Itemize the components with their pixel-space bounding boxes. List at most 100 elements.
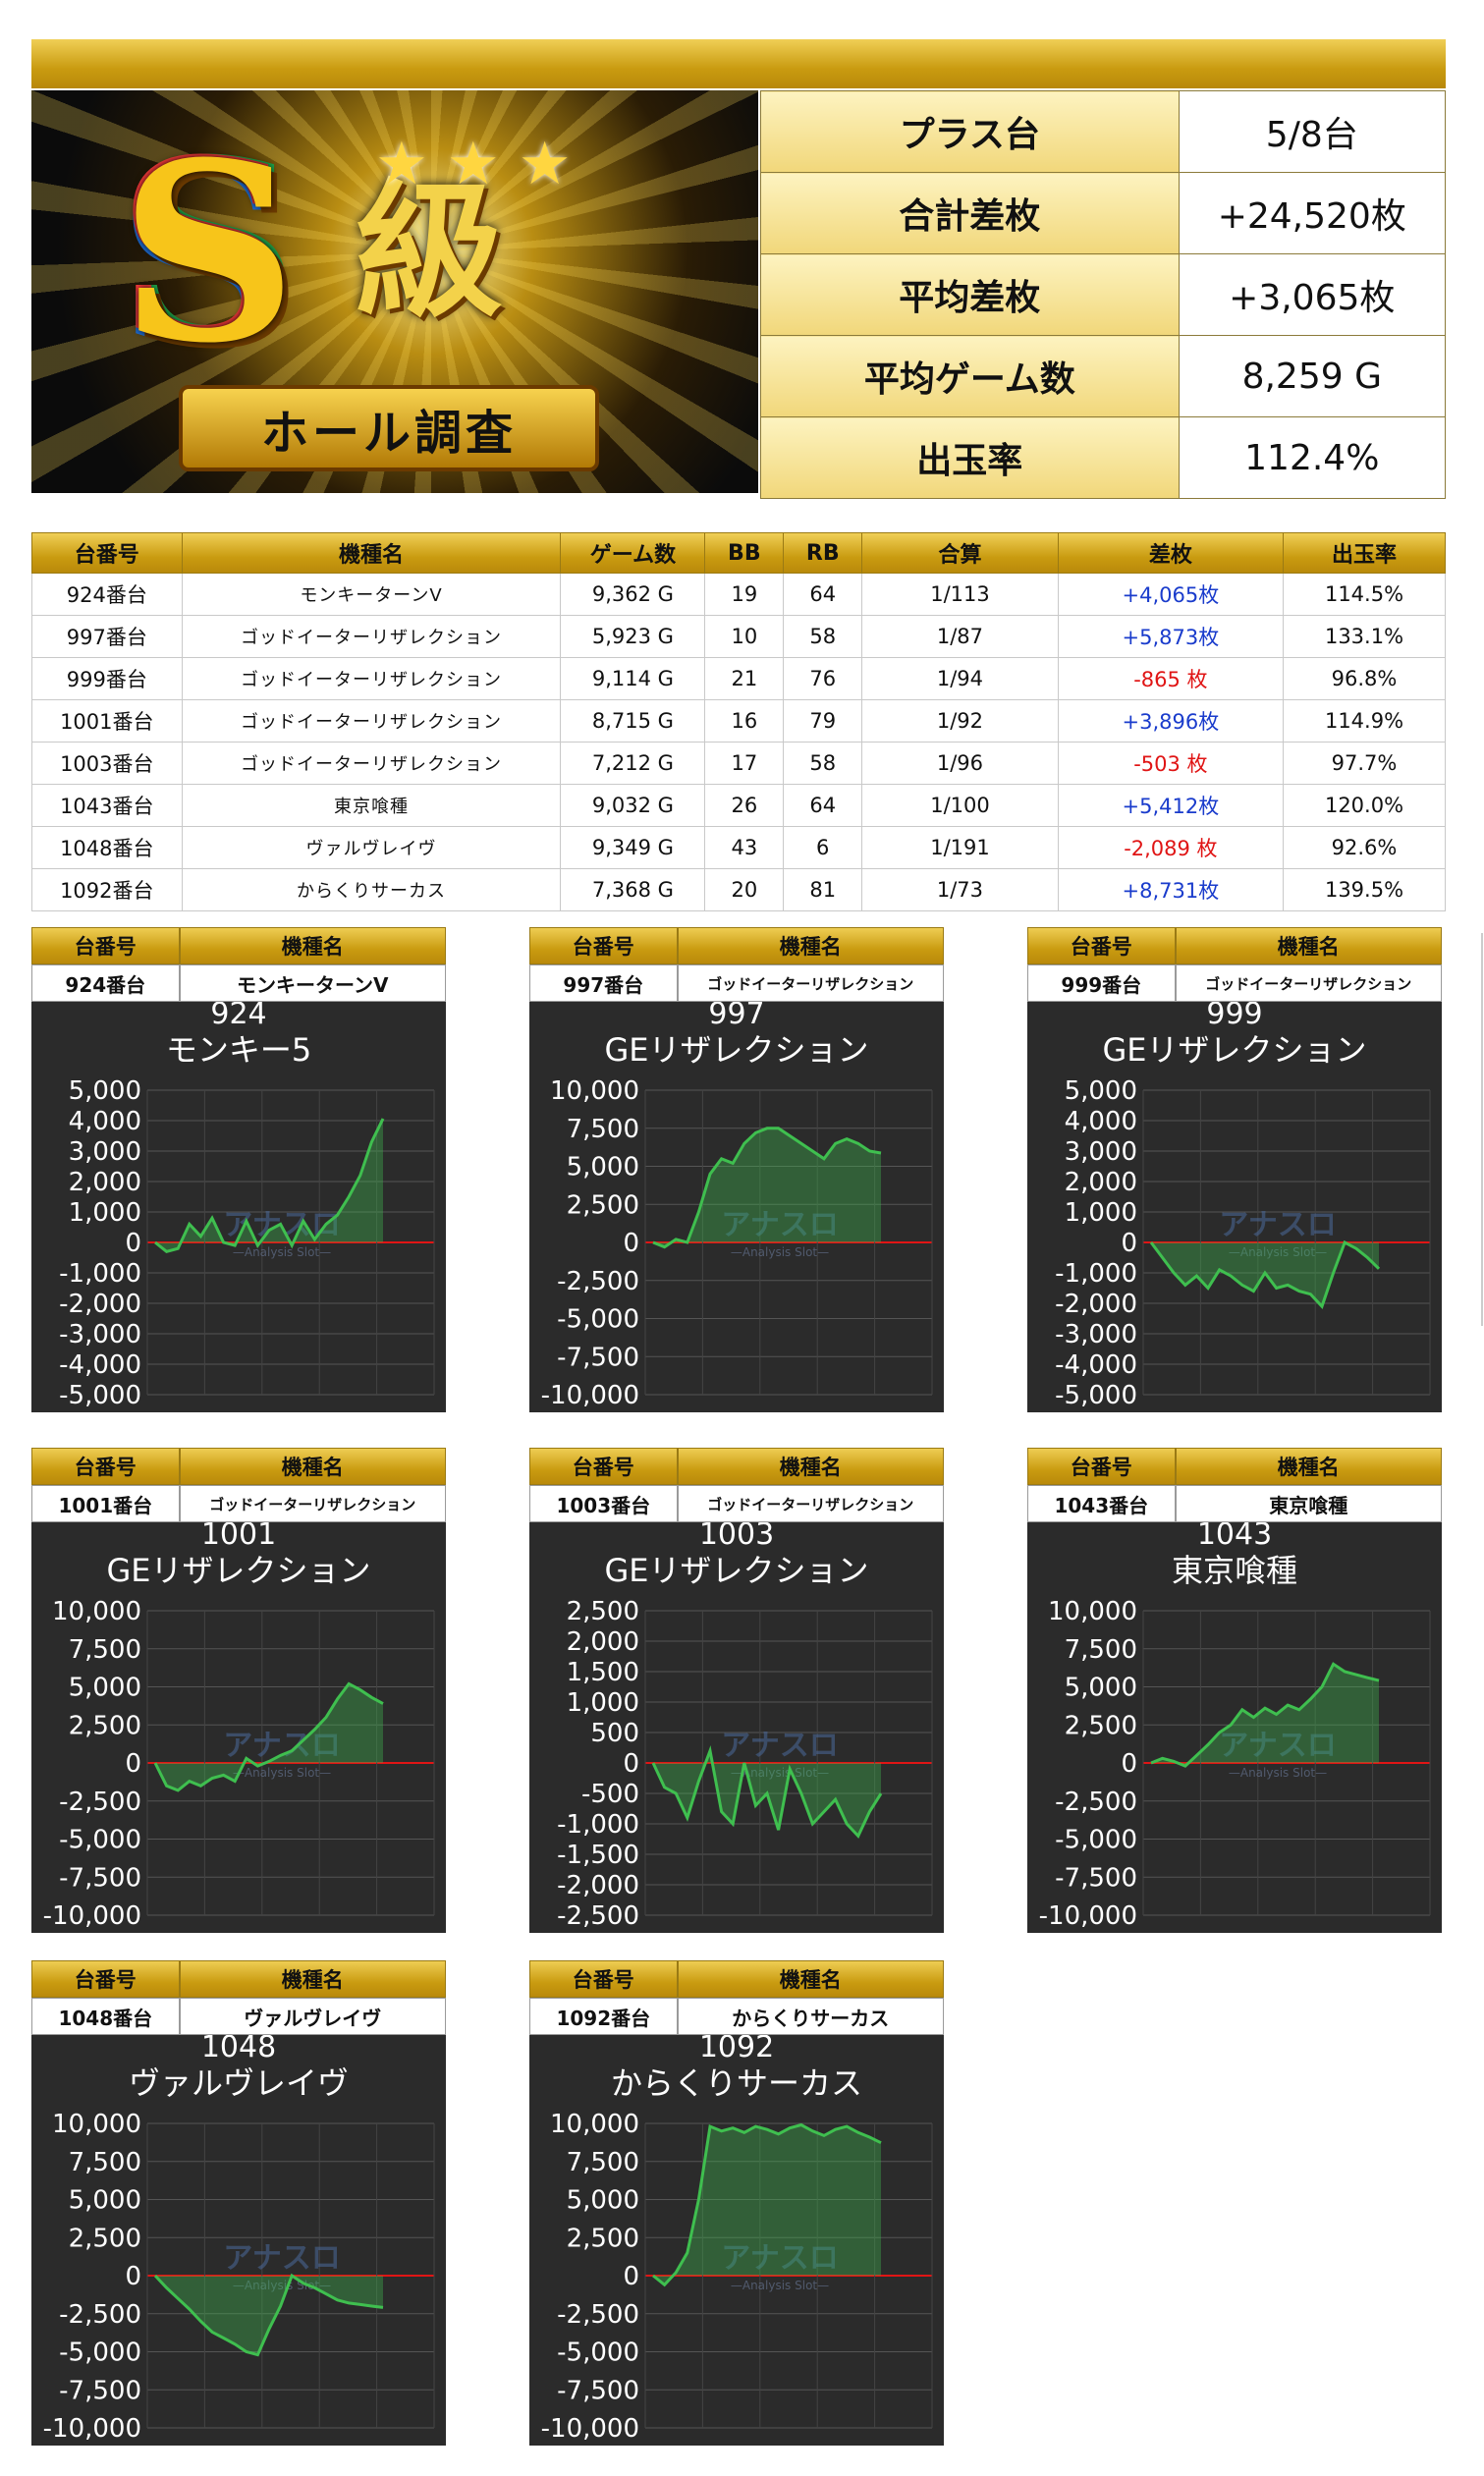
graph-title-machine: GEリザレクション (604, 1552, 868, 1589)
card-header-no: 台番号 (1027, 927, 1176, 964)
y-tick-label: -2,500 (59, 2300, 141, 2330)
y-tick-label: 5,000 (1065, 1674, 1137, 1703)
y-tick-label: -5,000 (1055, 1381, 1137, 1410)
y-tick-label: 0 (125, 2262, 141, 2291)
graph-title-machine: GEリザレクション (1102, 1031, 1366, 1069)
card-machine-name: ゴッドイーターリザレクション (677, 1485, 944, 1522)
cell-games: 8,715 G (560, 699, 706, 743)
summary-label: 出玉率 (760, 416, 1180, 499)
y-tick-label: 3,000 (69, 1137, 141, 1167)
watermark-logo: アナスロ (721, 1729, 838, 1763)
graph-title-number: 1048 (201, 2035, 276, 2064)
cell-machine-name: ヴァルヴレイヴ (181, 826, 562, 869)
col-header-bb: BB (704, 532, 785, 574)
card-header-no: 台番号 (31, 1448, 180, 1485)
table-row: 999番台 ゴッドイーターリザレクション 9,114 G 21 76 1/94 -865 枚… (31, 657, 1446, 700)
cell-machine-name: ゴッドイーターリザレクション (181, 615, 562, 658)
y-tick-label: 2,500 (567, 1190, 639, 1220)
y-tick-label: -5,000 (59, 1826, 141, 1855)
y-tick-label: 2,500 (567, 2224, 639, 2253)
table-row: 1003番台 ゴッドイーターリザレクション 7,212 G 17 58 1/96 -503 … (31, 742, 1446, 785)
card-machine-name: からくりサーカス (677, 1998, 944, 2035)
series-area (155, 2276, 383, 2355)
graph-card: 台番号 機種名 999番台 ゴッドイーターリザレクション 999 GEリザレクション 5,0… (1027, 927, 1442, 1412)
summary-value: +3,065枚 (1178, 253, 1447, 336)
card-machine-no: 997番台 (529, 964, 678, 1002)
summary-label: 合計差枚 (760, 172, 1180, 254)
cell-games: 7,212 G (560, 742, 706, 785)
y-tick-label: 10,000 (52, 2110, 141, 2139)
watermark-logo: アナスロ (721, 1208, 838, 1242)
cell-rate: 120.0% (1283, 784, 1446, 827)
series-line (154, 1118, 385, 1253)
cell-machine-no: 924番台 (31, 573, 183, 616)
graph-title-number: 1092 (699, 2035, 774, 2064)
y-tick-label: -7,500 (59, 1863, 141, 1893)
col-header-rb: RB (783, 532, 863, 574)
cell-rate: 133.1% (1283, 615, 1446, 658)
card-header-no: 台番号 (529, 1960, 678, 1998)
y-tick-label: -2,000 (1055, 1290, 1137, 1319)
card-header: 台番号 機種名 (1027, 1448, 1442, 1485)
watermark-subtitle: —Analysis Slot— (731, 2279, 829, 2292)
y-tick-label: 0 (1121, 1749, 1137, 1779)
banner-ribbon-text: ホール調査 (260, 406, 517, 461)
graph-title-machine: GEリザレクション (106, 1552, 370, 1589)
series-area (1151, 1664, 1379, 1767)
y-tick-label: -7,500 (59, 2376, 141, 2405)
y-tick-label: -5,000 (557, 1305, 639, 1335)
summary-label: 平均ゲーム数 (760, 335, 1180, 417)
graph-card: 台番号 機種名 1048番台 ヴァルヴレイヴ 1048 ヴァルヴレイヴ 10,000 7,50… (31, 1960, 446, 2446)
cell-rate: 92.6% (1283, 826, 1446, 869)
y-tick-label: 0 (125, 1749, 141, 1779)
y-tick-label: -2,000 (557, 1871, 639, 1900)
cell-machine-no: 1048番台 (31, 826, 183, 869)
cell-diff: -503 枚 (1057, 742, 1285, 785)
y-tick-label: 2,500 (1065, 1711, 1137, 1740)
cell-rb: 81 (783, 868, 863, 911)
graph-card: 台番号 機種名 1092番台 からくりサーカス 1092 からくりサーカス 10,000 7,… (529, 1960, 944, 2446)
card-header: 台番号 機種名 (529, 1448, 944, 1485)
graph-card: 台番号 機種名 1043番台 東京喰種 1043 東京喰種 10,000 7,500 5,000… (1027, 1448, 1442, 1933)
card-header: 台番号 機種名 (31, 927, 446, 964)
watermark-logo: アナスロ (721, 2241, 838, 2276)
y-tick-label: 7,500 (1065, 1635, 1137, 1665)
y-tick-label: -10,000 (1039, 1901, 1137, 1931)
y-tick-label: 4,000 (1065, 1107, 1137, 1136)
y-tick-label: -10,000 (541, 1381, 639, 1410)
card-machine-no: 1043番台 (1027, 1485, 1176, 1522)
cell-bb: 20 (704, 868, 785, 911)
cell-rate: 96.8% (1283, 657, 1446, 700)
cell-diff: -2,089 枚 (1057, 826, 1285, 869)
graph-title-machine: モンキー5 (166, 1031, 311, 1069)
cell-diff: +8,731枚 (1057, 868, 1285, 911)
cell-machine-name: モンキーターンV (181, 573, 562, 616)
card-header-name: 機種名 (677, 1448, 944, 1485)
y-tick-label: 7,500 (567, 1115, 639, 1144)
graph-title-machine: GEリザレクション (604, 1031, 868, 1069)
y-tick-label: 2,500 (69, 2224, 141, 2253)
y-tick-label: -2,000 (59, 1290, 141, 1319)
cell-games: 5,923 G (560, 615, 706, 658)
cell-gassan: 1/87 (861, 615, 1059, 658)
cell-rb: 64 (783, 784, 863, 827)
card-header-no: 台番号 (529, 1448, 678, 1485)
summary-row: 平均ゲーム数 8,259 G (760, 335, 1447, 417)
card-info-row: 924番台 モンキーターンV (31, 964, 446, 1002)
series-area (1151, 1242, 1379, 1307)
summary-value: 8,259 G (1178, 335, 1447, 417)
cell-rate: 139.5% (1283, 868, 1446, 911)
y-tick-label: 2,000 (567, 1627, 639, 1657)
cell-bb: 17 (704, 742, 785, 785)
y-tick-label: 0 (125, 1229, 141, 1258)
graph-title-machine: からくりサーカス (611, 2064, 862, 2102)
cell-diff: +5,873枚 (1057, 615, 1285, 658)
card-header: 台番号 機種名 (529, 927, 944, 964)
col-header-gassan: 合算 (861, 532, 1059, 574)
cell-rate: 114.5% (1283, 573, 1446, 616)
watermark-logo: アナスロ (223, 2241, 340, 2276)
card-machine-name: 東京喰種 (1175, 1485, 1442, 1522)
